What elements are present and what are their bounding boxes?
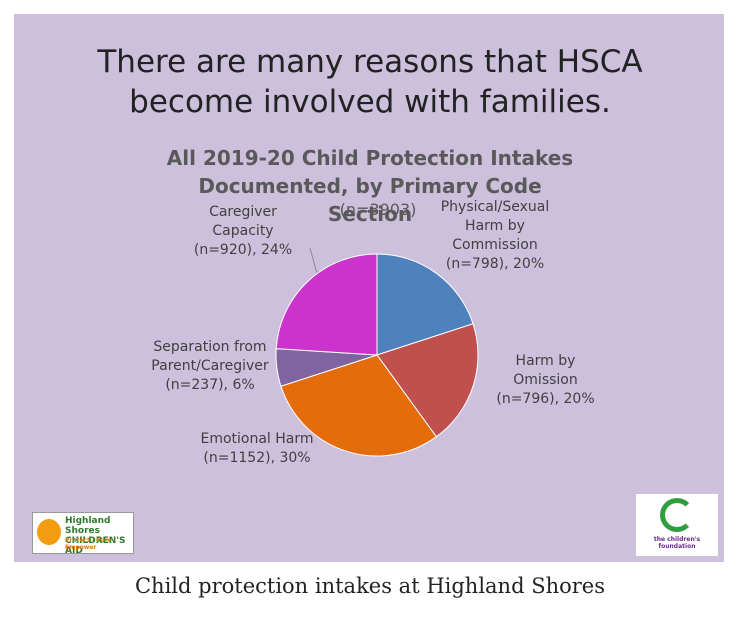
logo-text: Highland Shores CHILDREN'S AID: [65, 516, 126, 556]
slice-label: Physical/Sexual Harm by Commission (n=79…: [440, 199, 550, 272]
logo-text: the children's foundation: [653, 536, 701, 550]
pie-slice: [376, 323, 479, 438]
slice-label: Harm by Omission (n=796), 20%: [496, 353, 595, 407]
chart-subtitle: (n=3903): [339, 200, 417, 219]
slice-label: Emotional Harm (n=1152), 30%: [200, 431, 314, 466]
chart-title: All 2019-20 Child Protection Intakes Doc…: [166, 146, 574, 226]
slide-heading: There are many reasons that HSCA become …: [97, 44, 643, 120]
logo-icon: [37, 519, 61, 545]
logo: the children's foundation: [636, 494, 718, 556]
logo-icon: [660, 498, 694, 532]
pie-slice: [280, 354, 438, 457]
caption: Child protection intakes at Highland Sho…: [134, 574, 605, 598]
logo-tagline: Protect · Care · Empower: [65, 537, 117, 551]
pie-slice: [275, 253, 378, 356]
pie-slice: [376, 253, 474, 356]
slice-label: Separation from Parent/Caregiver (n=237)…: [151, 339, 269, 393]
slice-label: Caregiver Capacity (n=920), 24%: [193, 204, 293, 258]
logo: Highland Shores CHILDREN'S AID Protect ·…: [32, 512, 134, 556]
